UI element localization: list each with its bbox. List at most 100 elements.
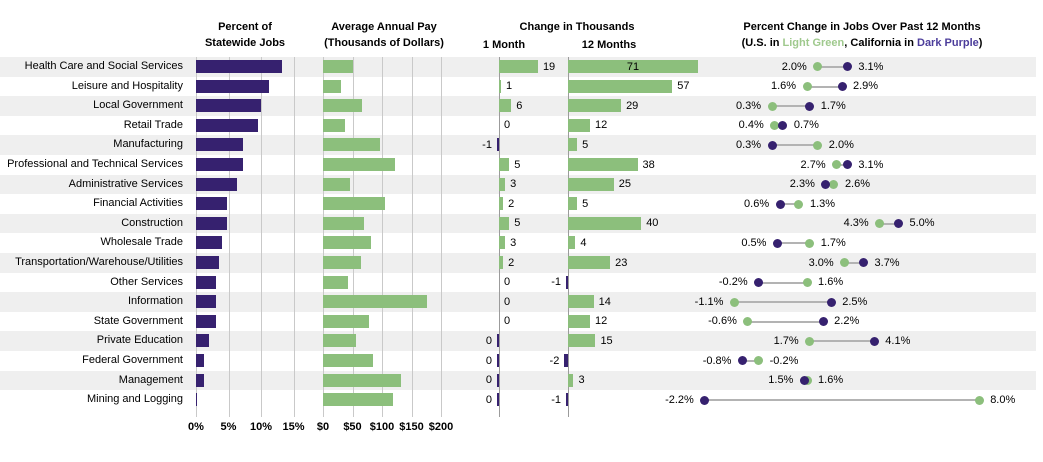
change-1mo-value: 0: [485, 334, 492, 347]
percent-bar: [196, 354, 205, 367]
row-label: Other Services: [110, 275, 183, 288]
dumbbell-left-value: 0.6%: [744, 197, 770, 210]
change-1mo-value: 2: [508, 256, 515, 269]
change-12mo-value: 40: [646, 217, 659, 230]
change-12mo-bar: [568, 334, 596, 348]
change-12mo-value: 29: [626, 99, 639, 112]
us-dot: [802, 277, 812, 287]
percent-jobs-header-line2: Statewide Jobs: [204, 37, 286, 49]
ca-dot: [767, 140, 777, 150]
us-dot: [813, 62, 823, 72]
change-12mo-bar: [568, 177, 614, 191]
change-1mo-value: 0: [485, 393, 492, 406]
dumbbell-connector: [879, 222, 899, 225]
dumbbell-right-value: 1.7%: [820, 236, 846, 249]
change-12mo-bar: [568, 158, 638, 171]
change-1mo-bar: [499, 197, 504, 211]
dumbbell-right-value: 2.9%: [853, 80, 879, 93]
change-12mo-value: 12: [594, 315, 608, 328]
row-label: Local Government: [93, 99, 183, 112]
row-label: Professional and Technical Services: [7, 158, 183, 170]
row-label: Administrative Services: [68, 177, 183, 190]
row-label: Manufacturing: [113, 138, 183, 151]
row-label: Transportation/Warehouse/Utilities: [15, 256, 183, 268]
percent-bar: [196, 256, 219, 269]
ca-dot: [859, 258, 869, 268]
change-1mo-bar: [497, 334, 499, 348]
percent-bar: [196, 138, 244, 152]
dumbbell-right-value: 0.7%: [793, 119, 819, 132]
gridline: [382, 57, 383, 417]
percent-bar: [196, 60, 282, 73]
dumbbell-right-value: -0.2%: [769, 354, 799, 367]
axis-tick-label: $150: [399, 421, 424, 433]
change-1mo-value: 5: [514, 158, 521, 171]
change-1mo-value: 0: [485, 374, 492, 387]
row-stripe: [0, 331, 1036, 351]
change-1mo-value: 2: [508, 197, 515, 210]
dumbbell-left-value: 1.7%: [773, 334, 799, 347]
change-12mo-value: -2: [549, 354, 560, 367]
change-1mo-value: 1: [506, 80, 513, 93]
change-1mo-bar: [497, 354, 499, 367]
change-1mo-value: 3: [510, 236, 517, 249]
percent-bar: [196, 177, 237, 191]
change-1mo-value: 3: [510, 178, 517, 191]
change-1mo-value: 0: [485, 354, 492, 367]
percent-jobs-header: Percent of Statewide Jobs: [155, 19, 335, 51]
pay-bar: [323, 275, 348, 289]
dumbbell-left-value: -1.1%: [694, 295, 724, 308]
dumbbell-right-value: 1.3%: [809, 197, 836, 210]
change-1mo-bar: [497, 373, 499, 387]
dumbbell-connector: [747, 320, 824, 323]
change-12mo-value: -1: [551, 276, 561, 289]
ca-dot: [842, 62, 852, 72]
dumbbell-right-value: 2.6%: [844, 178, 871, 191]
dumbbell-right-value: 2.5%: [842, 295, 868, 308]
pay-bar: [323, 60, 354, 73]
dumbbell-left-value: -0.6%: [708, 315, 737, 328]
percent-bar: [196, 158, 243, 171]
dumbbell-connector: [780, 203, 799, 206]
change-1mo-bar: [499, 158, 510, 171]
axis-tick-label: $200: [428, 421, 454, 433]
pay-bar: [323, 373, 402, 387]
ca-dot: [754, 277, 764, 287]
percent-bar: [196, 236, 222, 250]
change-12mo-bar: [566, 275, 568, 289]
pay-bar: [323, 393, 394, 407]
pay-bar: [323, 79, 341, 93]
pay-bar: [323, 138, 381, 152]
us-dot: [832, 160, 842, 170]
change-thousands-header: Change in Thousands: [519, 21, 635, 33]
dumbbell-connector: [772, 144, 818, 147]
change-1mo-value: 19: [542, 60, 556, 73]
pct-change-subtitle-part: Light Green: [782, 37, 845, 49]
dumbbell-right-value: 3.1%: [858, 60, 884, 73]
dumbbell-left-value: -0.8%: [702, 354, 732, 367]
us-dot: [794, 199, 804, 209]
us-dot: [754, 356, 764, 366]
change-12mo-value: 23: [615, 256, 628, 269]
ca-dot: [772, 238, 782, 248]
change-12mo-bar: [564, 354, 568, 367]
change-12mo-value: 4: [580, 236, 587, 249]
dumbbell-connector: [734, 301, 832, 304]
dumbbell-left-value: 0.3%: [735, 138, 762, 151]
one-month-column-header: 1 Month: [482, 39, 526, 51]
ca-dot: [778, 121, 788, 131]
change-12mo-bar: [568, 216, 642, 230]
pct-change-subtitle-part: (U.S. in: [741, 37, 783, 49]
percent-bar: [196, 314, 216, 328]
pay-bar: [323, 99, 362, 113]
axis-tick-label: 0%: [188, 421, 204, 433]
pct-change-subtitle-part: , California in: [844, 37, 917, 49]
change-12mo-value: 25: [618, 178, 631, 191]
change-12mo-bar: [568, 138, 578, 152]
row-label: Retail Trade: [123, 118, 183, 131]
axis-tick-label: $0: [316, 421, 330, 433]
row-stripe: [0, 253, 1036, 273]
change-12mo-bar: [568, 256, 611, 269]
row-label: Health Care and Social Services: [24, 60, 183, 72]
change-12mo-value: 3: [578, 374, 585, 387]
